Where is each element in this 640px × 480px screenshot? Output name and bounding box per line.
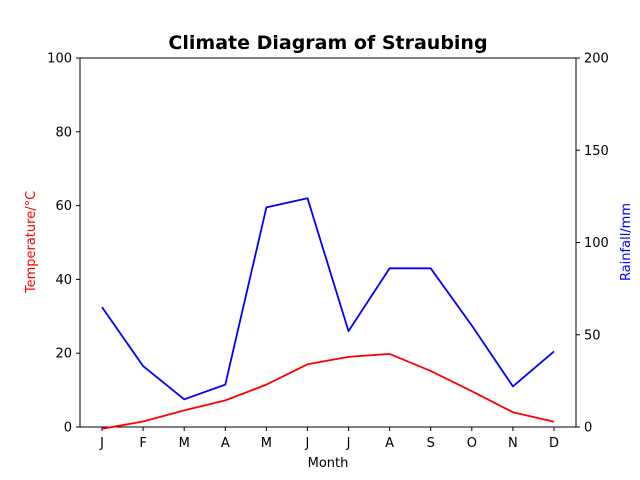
y-left-tick-label: 40 bbox=[55, 273, 72, 288]
temperature-series-line bbox=[101, 352, 555, 430]
x-tick-label: N bbox=[508, 436, 518, 451]
y-axis-right: 0 50 100 150 200 bbox=[576, 52, 609, 436]
y-right-tick-label: 150 bbox=[584, 144, 609, 159]
y-right-tick-label: 200 bbox=[584, 52, 609, 67]
x-axis-label: Month bbox=[308, 456, 349, 471]
x-tick-label: D bbox=[549, 436, 559, 451]
x-tick-label: A bbox=[385, 436, 394, 451]
chart-title: Climate Diagram of Straubing bbox=[168, 32, 487, 54]
x-tick-label: A bbox=[221, 436, 230, 451]
x-tick-label: S bbox=[427, 436, 435, 451]
y-right-tick-label: 50 bbox=[584, 328, 601, 343]
x-tick-label: F bbox=[139, 436, 146, 451]
y-left-tick-label: 60 bbox=[55, 199, 72, 214]
y-left-tick-label: 100 bbox=[47, 52, 72, 67]
x-tick-label: J bbox=[305, 436, 310, 451]
y-left-tick-label: 80 bbox=[55, 125, 72, 140]
y-right-tick-label: 0 bbox=[584, 421, 592, 436]
y-axis-right-label: Rainfall/mm bbox=[619, 203, 634, 281]
series-layer bbox=[101, 197, 555, 430]
x-tick-label: M bbox=[261, 436, 272, 451]
y-right-tick-label: 100 bbox=[584, 236, 609, 251]
x-tick-label: J bbox=[346, 436, 351, 451]
y-axis-left: 0 20 40 60 80 100 bbox=[47, 52, 80, 436]
x-tick-label: M bbox=[179, 436, 190, 451]
y-axis-left-label: Temperature/°C bbox=[24, 191, 39, 294]
x-tick-label: O bbox=[467, 436, 477, 451]
x-tick-label: J bbox=[99, 436, 104, 451]
y-left-tick-label: 20 bbox=[55, 347, 72, 362]
y-left-tick-label: 0 bbox=[64, 421, 72, 436]
rainfall-series-line bbox=[101, 197, 555, 401]
plot-frame bbox=[79, 57, 577, 428]
